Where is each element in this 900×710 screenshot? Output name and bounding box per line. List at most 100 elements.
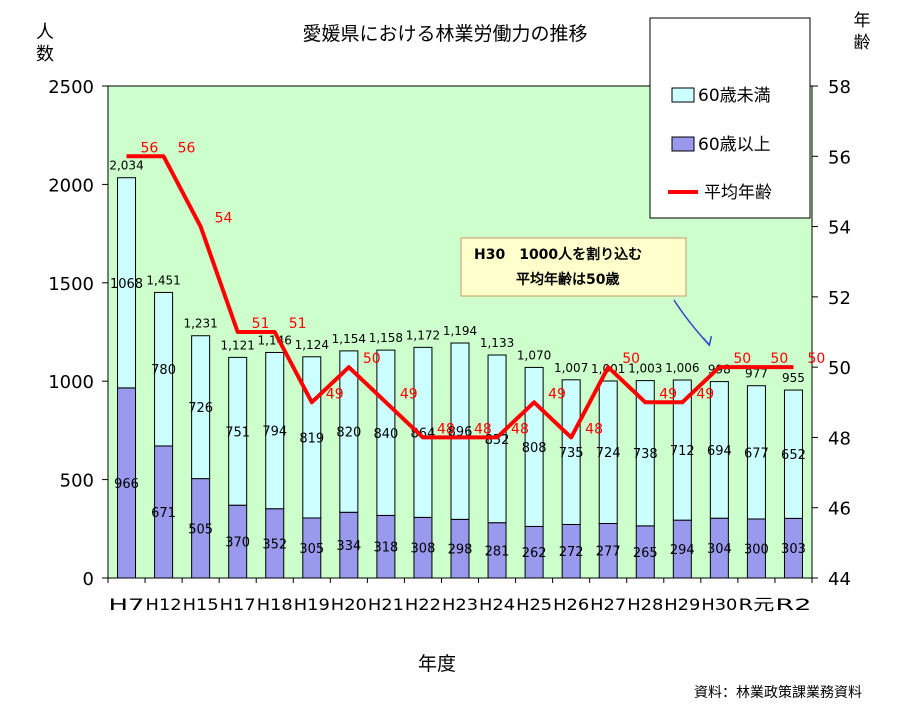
left-axis-tick-label: 0 bbox=[83, 569, 94, 590]
bar-segment-under-60 bbox=[746, 385, 766, 520]
plot-layer: 0 500 1000 1500 2000 2500 44 46 48 50 52 54 56 58 966 1… bbox=[48, 17, 851, 614]
bar-total-label: 1,146 bbox=[258, 333, 292, 347]
bar-total-label: 1,172 bbox=[406, 328, 440, 342]
legend-label-60-plus: 60歳以上 bbox=[698, 135, 771, 155]
legend-swatch-60-plus bbox=[671, 136, 695, 152]
x-axis-category-label: H18 bbox=[257, 595, 293, 614]
average-age-label: 48 bbox=[585, 421, 603, 437]
x-axis-category-label: H15 bbox=[183, 595, 219, 614]
x-axis-category-label: H23 bbox=[442, 595, 478, 614]
average-age-label: 51 bbox=[252, 316, 270, 332]
bar-segment-under-60 bbox=[635, 380, 655, 527]
x-axis-category-label: H12 bbox=[146, 595, 182, 614]
bar-segment-under-60 bbox=[117, 177, 137, 389]
average-age-label: 49 bbox=[326, 386, 344, 402]
legend-box bbox=[649, 17, 811, 219]
x-axis-category-label: H28 bbox=[627, 595, 663, 614]
average-age-label: 49 bbox=[659, 386, 677, 402]
bar-label-60-plus: 308 bbox=[411, 542, 436, 557]
bar-label-60-plus: 281 bbox=[485, 544, 510, 559]
bar-segment-under-60 bbox=[265, 351, 285, 510]
bar-label-60-plus: 370 bbox=[225, 536, 250, 551]
x-axis-label: 年度 bbox=[418, 653, 456, 675]
bar-label-60-plus: 334 bbox=[336, 539, 361, 554]
x-axis-category-label: H7 bbox=[109, 595, 145, 614]
bar-total-label: 1,154 bbox=[332, 332, 366, 346]
average-age-label: 50 bbox=[807, 351, 825, 367]
bar-total-label: 1,124 bbox=[295, 338, 329, 352]
bar-total-label: 1,158 bbox=[369, 331, 403, 345]
bar-total-label: 955 bbox=[782, 371, 805, 385]
average-age-label: 48 bbox=[474, 421, 492, 437]
bar-total-label: 2,034 bbox=[109, 159, 143, 173]
bar-label-under-60: 780 bbox=[151, 363, 176, 378]
bar-label-under-60: 726 bbox=[188, 401, 213, 416]
bar-label-60-plus: 505 bbox=[188, 522, 213, 537]
bar-label-60-plus: 352 bbox=[262, 537, 287, 552]
x-axis-category-label: H19 bbox=[294, 595, 330, 614]
bar-label-under-60: 794 bbox=[262, 425, 287, 440]
bar-label-under-60: 652 bbox=[781, 448, 806, 463]
bar-total-label: 1,007 bbox=[554, 361, 588, 375]
bar-segment-under-60 bbox=[191, 335, 211, 480]
right-axis-tick-label: 58 bbox=[828, 77, 851, 98]
bar-segment-under-60 bbox=[413, 346, 433, 518]
average-age-label: 50 bbox=[363, 351, 381, 367]
right-axis-tick-label: 54 bbox=[828, 218, 851, 239]
bar-label-60-plus: 304 bbox=[707, 542, 732, 557]
bar-label-60-plus: 298 bbox=[448, 543, 473, 558]
bar-label-under-60: 712 bbox=[670, 444, 695, 459]
x-axis-category-label: H27 bbox=[590, 595, 626, 614]
bar-label-60-plus: 318 bbox=[373, 541, 398, 556]
bar-label-60-plus: 294 bbox=[670, 543, 695, 558]
bar-total-label: 1,070 bbox=[517, 348, 551, 362]
x-axis-category-label: H17 bbox=[220, 595, 256, 614]
average-age-label: 51 bbox=[289, 316, 307, 332]
bar-label-under-60: 840 bbox=[373, 427, 398, 442]
right-axis-tick-label: 46 bbox=[828, 499, 851, 520]
average-age-label: 50 bbox=[733, 351, 751, 367]
left-axis-tick-label: 2000 bbox=[48, 175, 94, 196]
x-axis-category-label: H26 bbox=[553, 595, 589, 614]
x-axis-category-label: H30 bbox=[701, 595, 737, 614]
x-axis-category-label: R2 bbox=[775, 595, 811, 614]
bar-segment-under-60 bbox=[598, 380, 618, 524]
bar-total-label: 1,194 bbox=[443, 324, 477, 338]
bar-label-under-60: 735 bbox=[559, 446, 584, 461]
x-axis-category-label: H29 bbox=[664, 595, 700, 614]
bar-label-under-60: 751 bbox=[225, 425, 250, 440]
right-axis-tick-label: 52 bbox=[828, 288, 851, 309]
average-age-label: 48 bbox=[511, 421, 529, 437]
average-age-label: 50 bbox=[622, 351, 640, 367]
bar-segment-under-60 bbox=[561, 379, 581, 525]
right-axis-label-line1: 年 bbox=[854, 11, 871, 31]
bar-label-60-plus: 262 bbox=[522, 546, 547, 561]
legend-label-under-60: 60歳未満 bbox=[698, 86, 771, 106]
bar-label-under-60: 819 bbox=[299, 431, 324, 446]
annotation-box bbox=[460, 237, 687, 297]
bar-label-under-60: 677 bbox=[744, 446, 769, 461]
bar-total-label: 1,451 bbox=[146, 273, 180, 287]
bar-segment-under-60 bbox=[783, 389, 803, 519]
x-axis-category-label: H20 bbox=[331, 595, 367, 614]
bar-segment-under-60 bbox=[154, 291, 174, 447]
average-age-label: 56 bbox=[141, 140, 159, 156]
bar-total-label: 977 bbox=[745, 367, 768, 381]
bar-label-60-plus: 966 bbox=[114, 477, 139, 492]
bar-label-60-plus: 300 bbox=[744, 542, 769, 557]
average-age-label: 49 bbox=[696, 386, 714, 402]
bar-total-label: 1,231 bbox=[183, 317, 217, 331]
bar-label-under-60: 808 bbox=[522, 441, 547, 456]
right-axis-label-line2: 齢 bbox=[854, 33, 871, 53]
annotation-line-1: H30 1000人を割り込む bbox=[474, 246, 642, 263]
left-axis-tick-label: 500 bbox=[60, 471, 94, 492]
bar-segment-under-60 bbox=[228, 356, 248, 506]
bar-label-under-60: 738 bbox=[633, 447, 658, 462]
right-axis-tick-label: 56 bbox=[828, 147, 851, 168]
average-age-label: 50 bbox=[770, 351, 788, 367]
left-axis-label-line1: 人 bbox=[36, 22, 54, 43]
annotation-arrow-head bbox=[702, 335, 713, 347]
x-axis-category-label: H21 bbox=[368, 595, 404, 614]
average-age-line bbox=[126, 154, 794, 440]
